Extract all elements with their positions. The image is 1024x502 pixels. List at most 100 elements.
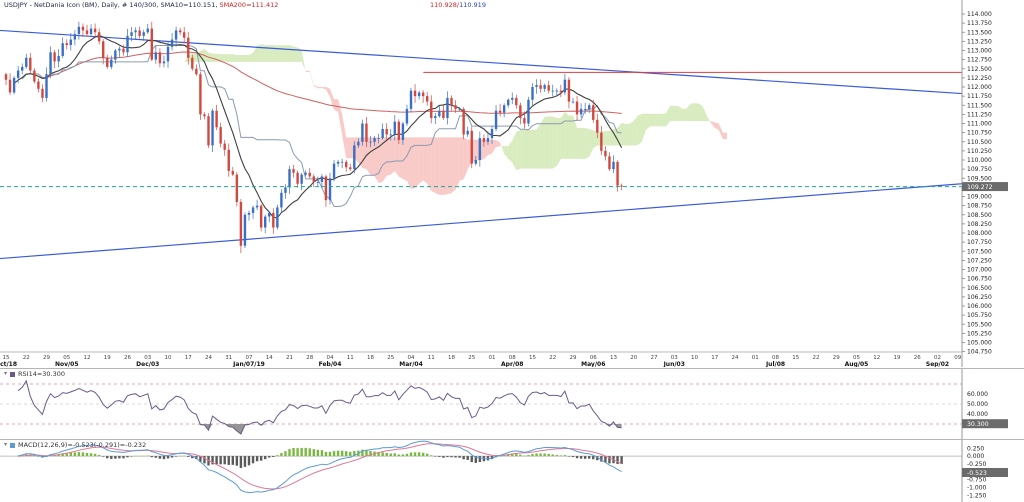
svg-text:0.250: 0.250 (967, 445, 984, 452)
svg-text:17: 17 (185, 355, 192, 361)
main-chart-plot[interactable]: 114.000 113.750 113.500 113.250 113.000 112.7… (0, 0, 1024, 367)
svg-text:24: 24 (205, 355, 212, 361)
svg-text:109.272: 109.272 (967, 184, 993, 191)
macd-legend-swatch (10, 442, 16, 448)
svg-text:111.500: 111.500 (967, 102, 992, 109)
svg-text:107.500: 107.500 (967, 248, 992, 255)
svg-text:112.250: 112.250 (967, 75, 992, 82)
svg-text:22: 22 (813, 355, 820, 361)
rsi-header: ▾ RSI14=30.300 (4, 370, 65, 378)
svg-text:15: 15 (3, 355, 10, 361)
svg-text:108.000: 108.000 (967, 230, 992, 237)
svg-text:03: 03 (671, 355, 678, 361)
svg-text:114.000: 114.000 (967, 11, 992, 18)
quote-text: 110.928/110.919 (430, 1, 486, 9)
svg-text:18: 18 (448, 355, 455, 361)
svg-text:108.750: 108.750 (967, 203, 992, 210)
svg-text:26: 26 (124, 355, 131, 361)
sma200-label: SMA200=111.412 (219, 1, 279, 9)
svg-text:07: 07 (246, 355, 253, 361)
svg-text:Sep/02: Sep/02 (926, 361, 949, 367)
svg-text:Mar/04: Mar/04 (399, 361, 423, 367)
svg-text:18: 18 (367, 355, 374, 361)
svg-text:21: 21 (286, 355, 293, 361)
svg-text:10: 10 (165, 355, 172, 361)
svg-text:-1.000: -1.000 (967, 484, 987, 491)
rsi-label: RSI14=30.300 (18, 370, 66, 378)
svg-text:109.000: 109.000 (967, 194, 992, 201)
svg-text:107.000: 107.000 (967, 267, 992, 274)
svg-text:Oct/18: Oct/18 (0, 361, 17, 367)
macd-plot[interactable]: 0.2500.000-0.250-0.500-0.750-1.000-1.250… (0, 440, 1024, 502)
macd-header: ▾ MACD(12,26,9)=-0.523(-0.291)=-0.232 (4, 441, 146, 449)
svg-text:22: 22 (23, 355, 30, 361)
svg-text:110.500: 110.500 (967, 139, 992, 146)
svg-text:05: 05 (853, 355, 860, 361)
quote-bid: 110.928/ (430, 1, 460, 9)
svg-text:29: 29 (43, 355, 50, 361)
svg-text:14: 14 (266, 355, 273, 361)
svg-text:01: 01 (489, 355, 496, 361)
svg-text:25: 25 (468, 355, 475, 361)
svg-text:108.500: 108.500 (967, 212, 992, 219)
svg-text:110.750: 110.750 (967, 130, 992, 137)
panel-menu-icon[interactable]: ▾ (4, 370, 8, 377)
svg-text:109.750: 109.750 (967, 166, 992, 173)
svg-text:-0.250: -0.250 (967, 461, 987, 468)
svg-text:111.000: 111.000 (967, 121, 992, 128)
svg-text:107.250: 107.250 (967, 257, 992, 264)
svg-text:106.000: 106.000 (967, 303, 992, 310)
svg-text:22: 22 (549, 355, 556, 361)
svg-text:04: 04 (327, 355, 334, 361)
svg-text:105.500: 105.500 (967, 321, 992, 328)
macd-label: MACD(12,26,9)=-0.523(-0.291)=-0.232 (18, 441, 147, 449)
svg-text:May/06: May/06 (581, 361, 605, 367)
svg-text:09: 09 (954, 355, 961, 361)
svg-text:60.000: 60.000 (967, 391, 988, 398)
svg-text:112.750: 112.750 (967, 57, 992, 64)
svg-text:19: 19 (894, 355, 901, 361)
svg-text:04: 04 (408, 355, 415, 361)
svg-text:17: 17 (711, 355, 718, 361)
svg-text:24: 24 (732, 355, 739, 361)
svg-text:26: 26 (914, 355, 921, 361)
svg-text:11: 11 (347, 355, 354, 361)
svg-text:-0.750: -0.750 (967, 477, 987, 484)
svg-text:03: 03 (144, 355, 151, 361)
svg-text:01: 01 (752, 355, 759, 361)
panel-menu-icon[interactable]: ▾ (4, 441, 8, 448)
svg-text:30.300: 30.300 (967, 421, 989, 428)
svg-text:40.000: 40.000 (967, 411, 988, 418)
svg-text:Feb/04: Feb/04 (319, 361, 342, 367)
svg-text:Apr/08: Apr/08 (501, 361, 523, 367)
svg-text:Aug/05: Aug/05 (845, 361, 869, 367)
svg-text:12: 12 (84, 355, 91, 361)
svg-text:113.000: 113.000 (967, 48, 992, 55)
rsi-legend-swatch (10, 371, 16, 377)
svg-text:19: 19 (104, 355, 111, 361)
svg-text:15: 15 (529, 355, 536, 361)
main-chart-panel: 114.000 113.750 113.500 113.250 113.000 112.7… (0, 0, 1024, 367)
svg-text:104.750: 104.750 (967, 349, 992, 356)
svg-text:Nov/05: Nov/05 (55, 361, 79, 367)
svg-text:13: 13 (610, 355, 617, 361)
svg-text:111.750: 111.750 (967, 93, 992, 100)
quote-ask: 110.919 (459, 1, 486, 9)
svg-text:29: 29 (833, 355, 840, 361)
svg-text:05: 05 (63, 355, 70, 361)
svg-text:29: 29 (570, 355, 577, 361)
svg-text:12: 12 (873, 355, 880, 361)
svg-text:113.500: 113.500 (967, 29, 992, 36)
svg-text:113.750: 113.750 (967, 20, 992, 27)
svg-text:50.000: 50.000 (967, 401, 988, 408)
svg-text:0.000: 0.000 (967, 453, 984, 460)
svg-text:105.250: 105.250 (967, 330, 992, 337)
svg-text:10: 10 (691, 355, 698, 361)
svg-text:107.750: 107.750 (967, 239, 992, 246)
svg-text:11: 11 (428, 355, 435, 361)
svg-text:Jan/07/19: Jan/07/19 (232, 361, 265, 367)
svg-text:106.500: 106.500 (967, 285, 992, 292)
svg-text:-0.523: -0.523 (967, 470, 987, 477)
